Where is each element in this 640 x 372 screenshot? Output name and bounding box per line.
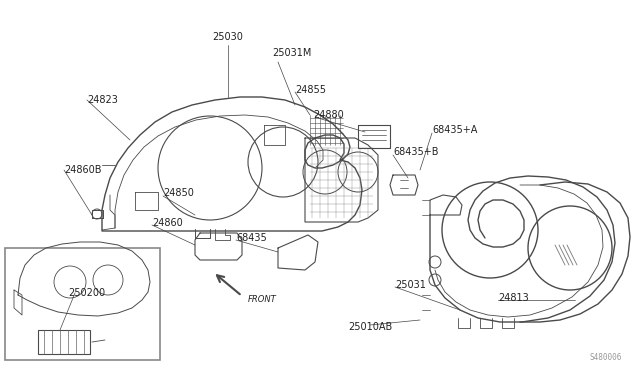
Text: 24855: 24855 (295, 85, 326, 95)
Text: S480006: S480006 (589, 353, 622, 362)
Text: 68435+B: 68435+B (393, 147, 438, 157)
Text: 68435: 68435 (236, 233, 267, 243)
Text: 25030: 25030 (212, 32, 243, 42)
Text: 24860B: 24860B (64, 165, 102, 175)
Text: 24860: 24860 (152, 218, 183, 228)
Text: 24813: 24813 (498, 293, 529, 303)
Text: 250200: 250200 (68, 288, 105, 298)
Text: 25031M: 25031M (272, 48, 312, 58)
Text: 24850: 24850 (163, 188, 194, 198)
Text: 68435+A: 68435+A (432, 125, 477, 135)
Text: 24880: 24880 (313, 110, 344, 120)
Text: 24823: 24823 (87, 95, 118, 105)
Text: 25010AB: 25010AB (348, 322, 392, 332)
Text: FRONT: FRONT (248, 295, 276, 305)
Text: 25031: 25031 (395, 280, 426, 290)
